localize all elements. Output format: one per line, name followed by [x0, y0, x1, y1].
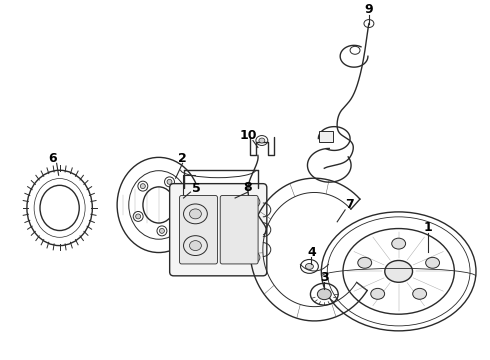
Ellipse shape: [179, 207, 184, 212]
Text: 5: 5: [192, 181, 201, 195]
Ellipse shape: [318, 289, 331, 300]
Text: 1: 1: [424, 221, 433, 234]
Text: 4: 4: [307, 246, 316, 259]
Ellipse shape: [413, 288, 427, 299]
Ellipse shape: [190, 209, 201, 219]
Ellipse shape: [392, 238, 406, 249]
Text: 8: 8: [244, 181, 252, 194]
FancyBboxPatch shape: [170, 184, 267, 276]
Ellipse shape: [371, 288, 385, 299]
Ellipse shape: [426, 257, 440, 268]
Text: 10: 10: [239, 129, 257, 142]
Ellipse shape: [305, 264, 314, 269]
Text: 7: 7: [345, 198, 353, 211]
Ellipse shape: [358, 257, 371, 268]
Ellipse shape: [259, 138, 265, 143]
Ellipse shape: [190, 240, 201, 251]
Ellipse shape: [159, 228, 165, 233]
Ellipse shape: [136, 214, 141, 219]
Ellipse shape: [385, 261, 413, 282]
FancyBboxPatch shape: [220, 195, 258, 264]
Text: 2: 2: [178, 152, 187, 165]
Bar: [319, 131, 333, 141]
Ellipse shape: [140, 184, 146, 189]
Text: 9: 9: [365, 3, 373, 16]
Ellipse shape: [167, 179, 172, 184]
FancyBboxPatch shape: [179, 195, 218, 264]
Text: 6: 6: [49, 152, 57, 165]
Text: 3: 3: [320, 271, 329, 284]
